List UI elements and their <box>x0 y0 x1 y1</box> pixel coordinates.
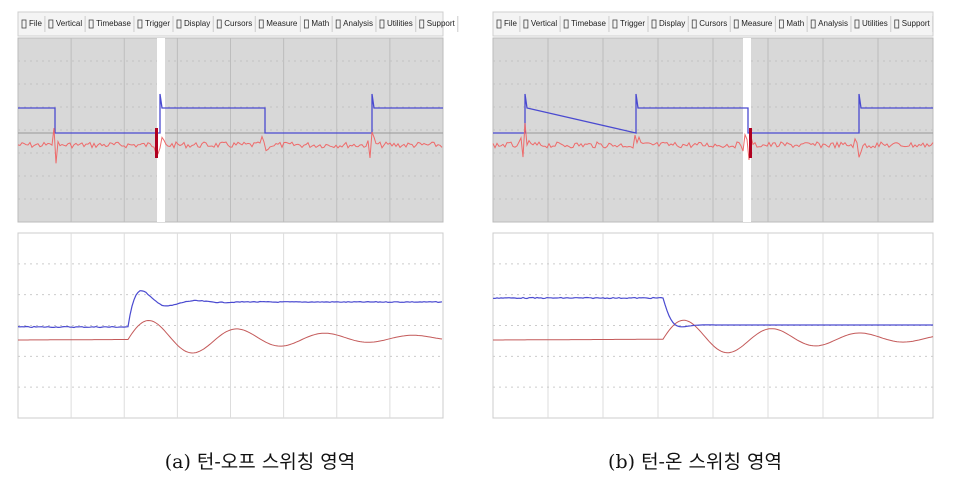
menu-item[interactable]: Cursors <box>699 19 727 28</box>
menu-item[interactable]: File <box>504 19 517 28</box>
zoom-channel-2 <box>18 319 443 354</box>
menu-icon <box>303 19 309 29</box>
menu-icon <box>563 19 569 29</box>
menu-item[interactable]: Trigger <box>145 19 170 28</box>
menu-item[interactable]: Display <box>659 19 685 28</box>
menu-icon <box>894 19 900 29</box>
menu-icon <box>379 19 385 29</box>
menu-item[interactable]: File <box>29 19 42 28</box>
channel-1-trace <box>18 93 443 134</box>
menu-icon <box>733 19 739 29</box>
zoom-channel-1 <box>492 296 933 328</box>
spike <box>155 128 158 158</box>
menu-icon <box>176 19 182 29</box>
caption: (a) 턴-오프 스위칭 영역 <box>165 451 356 473</box>
menu-icon <box>216 19 222 29</box>
menu-icon <box>778 19 784 29</box>
menu-icon <box>21 19 27 29</box>
menu-item[interactable]: Math <box>786 19 804 28</box>
menu-item[interactable]: Timebase <box>96 19 131 28</box>
menu-item[interactable]: Math <box>311 19 329 28</box>
menu-icon <box>651 19 657 29</box>
menu-item[interactable]: Vertical <box>531 19 557 28</box>
menu-item[interactable]: Vertical <box>56 19 82 28</box>
zoom-marker <box>157 38 165 222</box>
zoom-channel-2 <box>493 319 934 354</box>
menu-icon <box>496 19 502 29</box>
channel-2-trace <box>17 128 443 164</box>
zoom-marker <box>743 38 751 222</box>
menu-item[interactable]: Measure <box>266 19 298 28</box>
menu-icon <box>419 19 425 29</box>
caption: (b) 턴-온 스위칭 영역 <box>608 451 782 473</box>
menu-item[interactable]: Utilities <box>387 19 413 28</box>
menu-item[interactable]: Support <box>427 19 456 28</box>
menu-item[interactable]: Cursors <box>224 19 252 28</box>
menu-icon <box>258 19 264 29</box>
menu-item[interactable]: Display <box>184 19 210 28</box>
menu-icon <box>523 19 529 29</box>
zoom-channel-1 <box>17 290 443 329</box>
menu-item[interactable]: Timebase <box>571 19 606 28</box>
menu-bar <box>492 11 934 37</box>
menu-item[interactable]: Support <box>902 19 931 28</box>
channel-2-trace <box>492 122 934 161</box>
scope-panel: File Vertical Timebase Trigger Display Cursor… <box>17 11 459 473</box>
menu-item[interactable]: Analysis <box>818 19 848 28</box>
menu-icon <box>854 19 860 29</box>
menu-icon <box>88 19 94 29</box>
menu-icon <box>612 19 618 29</box>
menu-item[interactable]: Analysis <box>343 19 373 28</box>
menu-icon <box>48 19 54 29</box>
menu-item[interactable]: Utilities <box>862 19 888 28</box>
menu-item[interactable]: Measure <box>741 19 773 28</box>
scope-panel: File Vertical Timebase Trigger Display Cursor… <box>492 11 934 473</box>
menu-icon <box>810 19 816 29</box>
menu-icon <box>335 19 341 29</box>
menu-icon <box>137 19 143 29</box>
menu-icon <box>691 19 697 29</box>
spike <box>749 128 752 158</box>
menu-item[interactable]: Trigger <box>620 19 645 28</box>
channel-1-trace <box>493 93 933 134</box>
